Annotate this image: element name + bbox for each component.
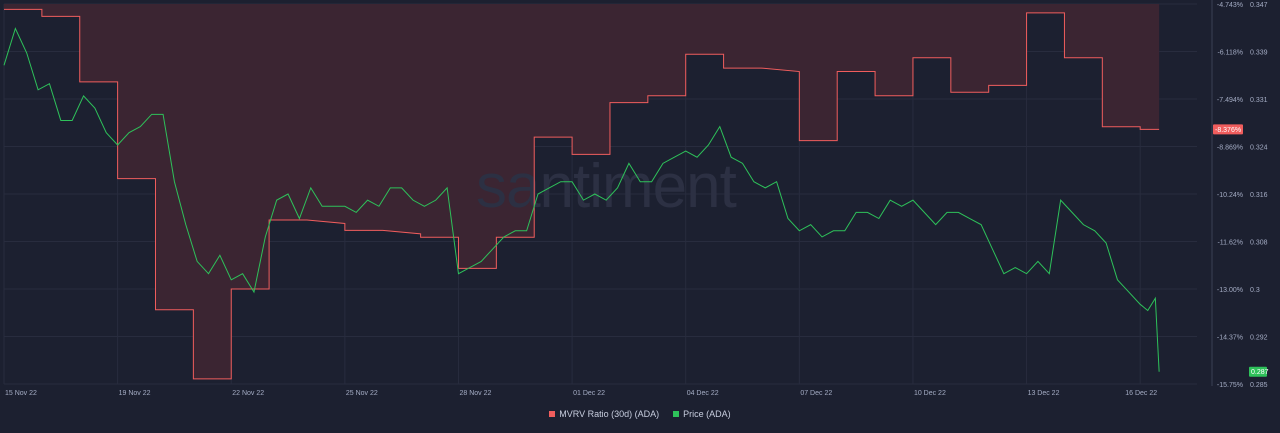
price-badge-bg (1249, 366, 1267, 377)
mvrv-fill-area (4, 4, 1160, 379)
mvrv-tick-label: -11.62% (1217, 240, 1243, 247)
mvrv-current-value: -8.376% (1215, 127, 1241, 134)
price-tick-label: 0.292 (1250, 335, 1268, 342)
x-tick-label: 07 Dec 22 (800, 390, 832, 397)
x-tick-label: 10 Dec 22 (914, 390, 946, 397)
price-tick-label: 0.3 (1250, 287, 1260, 294)
mvrv-swatch (549, 411, 556, 417)
x-tick-label: 25 Nov 22 (346, 390, 378, 397)
legend-item-mvrv[interactable]: MVRV Ratio (30d) (ADA) (549, 409, 659, 419)
price-tick-label: 0.347 (1250, 2, 1268, 9)
price-tick-label: 0.339 (1250, 50, 1268, 57)
legend-item-price[interactable]: Price (ADA) (673, 409, 731, 419)
price-series-line (3, 27, 1160, 372)
chart-canvas: santiment 15 Nov 22 19 Nov 22 22 Nov 22 25 … (3, 0, 1269, 397)
price-tick-label: 0.331 (1250, 97, 1268, 104)
santiment-watermark: santiment (476, 152, 737, 221)
price-axis-ticks: 0.347 0.339 0.331 0.324 0.316 0.308 0.3 0.292 0.… (1250, 2, 1268, 389)
x-tick-label: 04 Dec 22 (687, 390, 719, 397)
mvrv-axis-ticks: -4.743% -6.118% -7.494% -8.869% -10.24% -11.6… (1217, 2, 1243, 389)
x-tick-label: 16 Dec 22 (1125, 390, 1157, 397)
legend-label-price: Price (ADA) (683, 409, 731, 419)
x-tick-label: 13 Dec 22 (1028, 390, 1060, 397)
price-tick-label: 0.308 (1250, 240, 1268, 247)
mvrv-tick-label: -14.37% (1217, 335, 1243, 342)
price-swatch (673, 411, 680, 417)
mvrv-current-badge: -8.376% (1213, 124, 1243, 135)
x-tick-label: 15 Nov 22 (5, 390, 37, 397)
price-current-badge: 0.287 (1249, 366, 1269, 377)
mvrv-badge-bg (1213, 124, 1243, 135)
series-layer (3, 8, 1160, 380)
price-current-value: 0.287 (1251, 369, 1269, 376)
mvrv-tick-label: -6.118% (1217, 50, 1243, 57)
legend-label-mvrv: MVRV Ratio (30d) (ADA) (559, 409, 660, 419)
x-axis-ticks: 15 Nov 22 19 Nov 22 22 Nov 22 25 Nov 22 28 N… (5, 390, 1157, 397)
mvrv-tick-label: -8.869% (1217, 145, 1243, 152)
x-tick-label: 19 Nov 22 (119, 390, 151, 397)
x-tick-label: 28 Nov 22 (459, 390, 491, 397)
price-tick-label: 0.316 (1250, 192, 1268, 199)
x-tick-label: 01 Dec 22 (573, 390, 605, 397)
mvrv-tick-label: -15.75% (1217, 382, 1243, 389)
mvrv-tick-label: -4.743% (1217, 2, 1243, 9)
legend: MVRV Ratio (30d) (ADA) Price (ADA) (0, 409, 1280, 419)
price-tick-label: 0.285 (1250, 382, 1268, 389)
mvrv-tick-label: -10.24% (1217, 192, 1243, 199)
price-tick-label: 0.324 (1250, 145, 1268, 152)
x-tick-label: 22 Nov 22 (232, 390, 264, 397)
mvrv-tick-label: -7.494% (1217, 97, 1243, 104)
mvrv-tick-label: -13.00% (1217, 287, 1243, 294)
